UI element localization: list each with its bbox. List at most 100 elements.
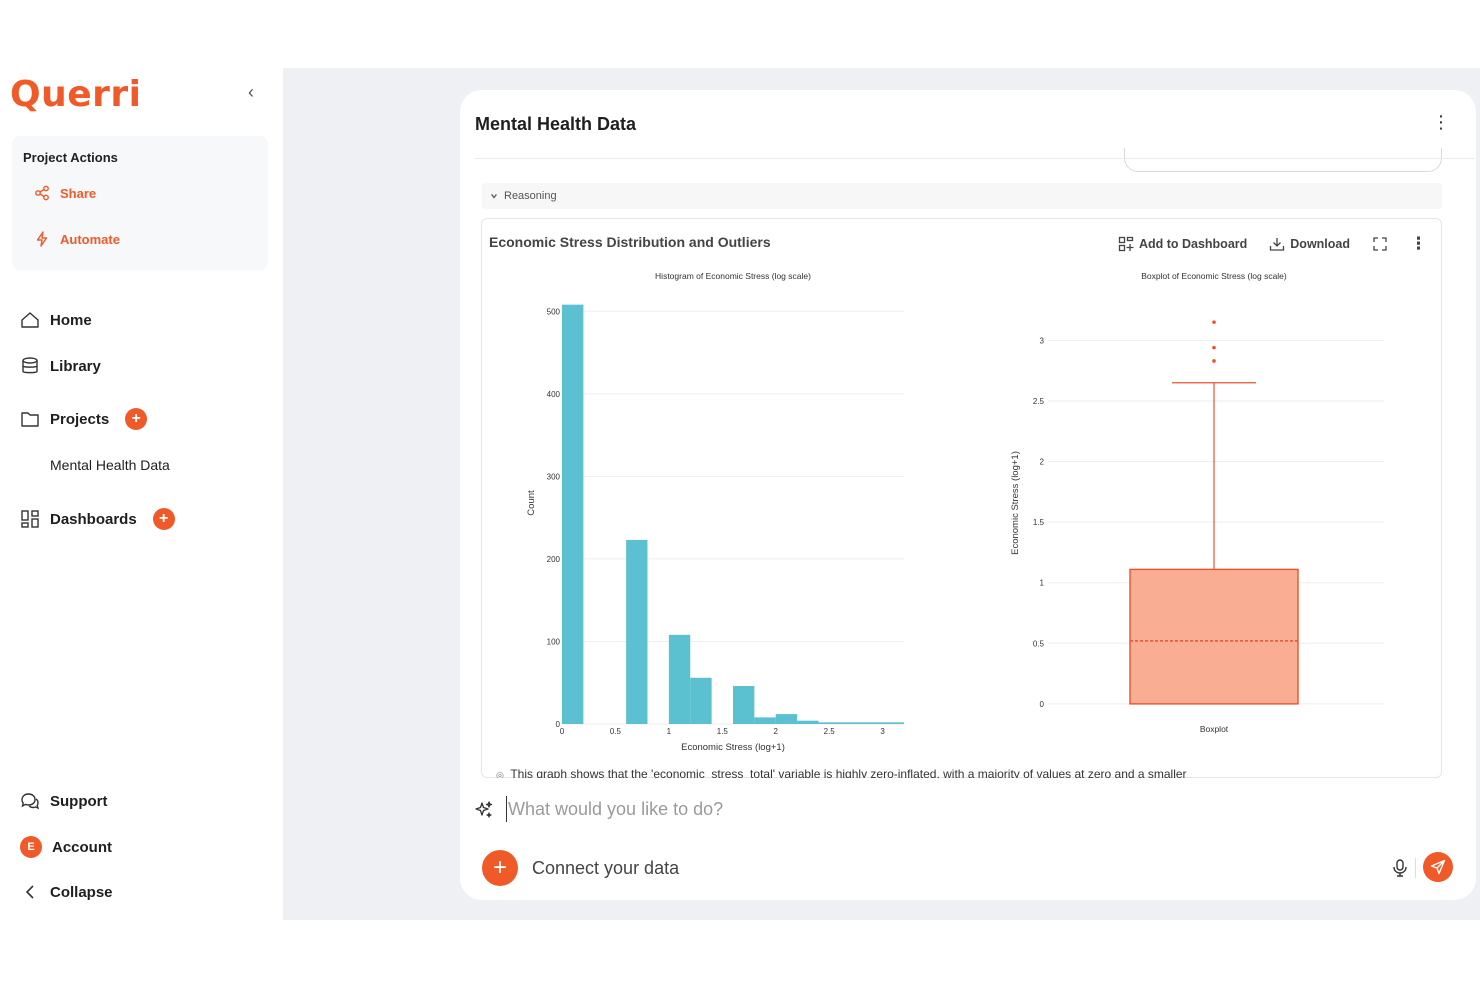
info-icon: ◎ [496, 770, 504, 780]
histogram-xlabel: Economic Stress (log+1) [681, 742, 785, 753]
boxplot-outlier-point [1212, 320, 1216, 324]
histogram-xtick-label: 2 [774, 727, 779, 736]
share-label: Share [60, 185, 97, 201]
histogram-ytick-label: 0 [556, 720, 561, 729]
nav-home[interactable]: Home [20, 310, 92, 330]
boxplot-ylabel: Economic Stress (log+1) [1010, 451, 1021, 555]
project-actions-panel: Project Actions Share Automate [12, 136, 268, 270]
prompt-area: + Connect your data [460, 778, 1476, 900]
boxplot-outlier-point [1212, 345, 1216, 350]
boxplot-ytick-label: 1 [1040, 579, 1045, 588]
histogram-xtick-label: 2.5 [824, 727, 836, 736]
boxplot-ytick-label: 0 [1040, 700, 1045, 709]
previous-message-bubble [1124, 148, 1442, 172]
nav-support-label: Support [50, 792, 108, 810]
histogram-xtick-label: 1 [667, 727, 672, 736]
chevron-down-icon [491, 194, 497, 199]
nav-collapse[interactable]: Collapse [20, 882, 113, 902]
send-button[interactable] [1423, 852, 1453, 882]
histogram-ytick-label: 500 [547, 307, 561, 316]
chart-more-options-icon[interactable]: ⋮ [1410, 234, 1427, 253]
automate-action[interactable]: Automate [34, 231, 120, 247]
histogram-ylabel: Count [526, 490, 537, 516]
more-options-icon[interactable]: ⋮ [1432, 112, 1450, 132]
histogram-bar [690, 677, 712, 724]
histogram-ytick-label: 100 [547, 637, 561, 646]
account-avatar: E [20, 836, 42, 858]
chart-card: Economic Stress Distribution and Outlier… [481, 218, 1442, 781]
expand-icon[interactable] [1372, 236, 1388, 252]
database-icon [22, 357, 38, 374]
add-to-dashboard-icon [1118, 236, 1134, 252]
nav-support[interactable]: Support [20, 791, 108, 811]
boxplot-box [1129, 568, 1299, 705]
microphone-icon[interactable] [1390, 858, 1410, 878]
dashboard-grid-icon [21, 510, 39, 528]
automate-label: Automate [60, 231, 120, 247]
sparkle-icon [475, 801, 493, 818]
folder-icon [21, 412, 39, 427]
chart-toolbar: Add to Dashboard Download ⋮ [1118, 234, 1427, 254]
boxplot-ytick-label: 2.5 [1033, 397, 1045, 406]
histogram-bar [775, 714, 798, 724]
nav-collapse-label: Collapse [50, 883, 113, 901]
prompt-input[interactable] [508, 794, 1388, 824]
boxplot-ytick-label: 0.5 [1033, 639, 1045, 648]
nav-home-label: Home [50, 311, 92, 329]
histogram-bar [562, 304, 584, 724]
histogram-bar [754, 717, 776, 724]
histogram-ytick-label: 200 [547, 555, 561, 564]
add-project-button[interactable]: + [125, 408, 148, 430]
histogram-bar [668, 634, 691, 724]
histogram-ytick-label: 400 [547, 390, 561, 399]
sidebar: Querri ‹ Project Actions Share Automate … [0, 68, 283, 920]
boxplot-ytick-label: 2 [1040, 458, 1045, 467]
project-actions-title: Project Actions [23, 150, 118, 165]
page-title: Mental Health Data [475, 114, 637, 134]
connect-data-button[interactable]: + [482, 850, 518, 886]
sidebar-collapse-chevron-icon[interactable]: ‹ [248, 82, 254, 102]
boxplot-title: Boxplot of Economic Stress (log scale) [1141, 271, 1287, 281]
chart-insight-text: This graph shows that the 'economic_stre… [510, 767, 1187, 781]
text-caret [506, 796, 507, 822]
nav-account[interactable]: E Account [20, 836, 112, 858]
histogram-bar [626, 539, 648, 724]
histogram-bar [797, 720, 819, 724]
histogram-xtick-label: 0 [560, 727, 565, 736]
histogram-xtick-label: 1.5 [717, 727, 729, 736]
nav-library[interactable]: Library [20, 356, 101, 376]
download-icon [1270, 238, 1285, 251]
connect-data-label[interactable]: Connect your data [532, 858, 680, 878]
share-action[interactable]: Share [34, 185, 96, 201]
chart-card-title: Economic Stress Distribution and Outlier… [489, 234, 771, 250]
add-to-dashboard-label: Add to Dashboard [1138, 237, 1248, 251]
chart-insight: ◎ This graph shows that the 'economic_st… [496, 767, 1187, 781]
nav-projects[interactable]: Projects + [20, 408, 148, 430]
histogram-xtick-label: 3 [880, 727, 885, 736]
share-icon [35, 185, 49, 201]
nav-account-label: Account [52, 838, 112, 856]
lightning-icon [36, 231, 48, 247]
nav-dashboards-label: Dashboards [50, 510, 137, 528]
reasoning-label: Reasoning [504, 190, 557, 202]
nav-projects-label: Projects [50, 410, 110, 428]
boxplot-ytick-label: 3 [1040, 336, 1045, 345]
histogram-ytick-label: 300 [547, 472, 561, 481]
reasoning-toggle[interactable]: Reasoning [482, 183, 1442, 209]
project-item-mental-health-data[interactable]: Mental Health Data [50, 457, 170, 473]
nav-library-label: Library [50, 357, 101, 375]
download-button[interactable]: Download [1269, 236, 1350, 252]
chevron-left-icon [25, 885, 34, 899]
querri-logo[interactable]: Querri [10, 74, 142, 115]
nav-dashboards[interactable]: Dashboards + [20, 508, 175, 530]
histogram-xtick-label: 0.5 [610, 727, 622, 736]
add-dashboard-button[interactable]: + [152, 508, 175, 530]
histogram-bar [839, 722, 862, 724]
histogram-bar [882, 722, 904, 724]
header-divider [475, 158, 1475, 159]
histogram-bar [861, 722, 883, 724]
charts-canvas: Histogram of Economic Stress (log scale)… [526, 271, 1384, 753]
chat-bubbles-icon [21, 793, 40, 810]
add-to-dashboard-button[interactable]: Add to Dashboard [1118, 236, 1247, 252]
